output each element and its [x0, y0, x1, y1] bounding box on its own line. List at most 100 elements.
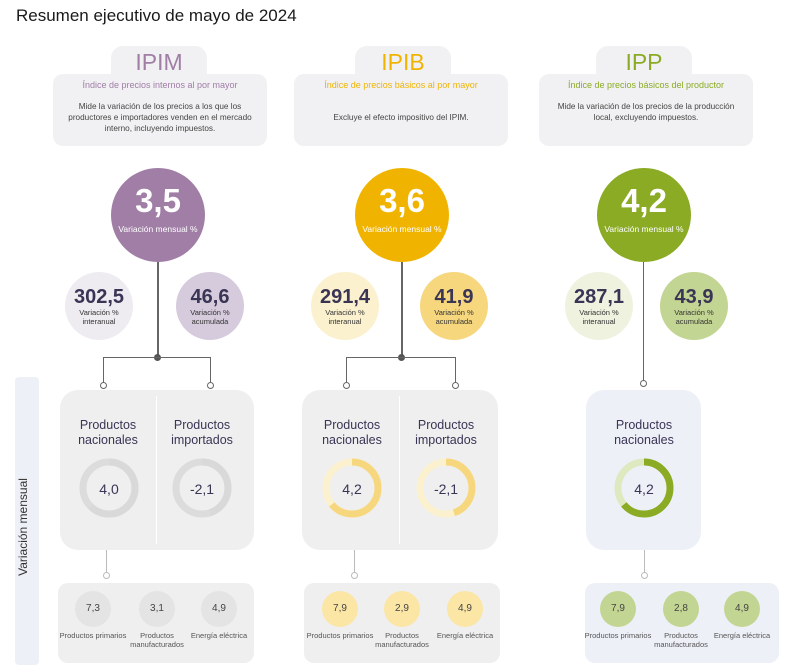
ipp-interanual-value: 287,1 — [573, 286, 625, 308]
ipp-breakdown-circle: 4,9 — [724, 591, 760, 627]
ipim-importados-ring — [172, 458, 232, 518]
ipp-interanual-label: Variación % interanual — [579, 308, 619, 326]
ipp-product-label: Productos nacionales — [614, 418, 674, 447]
ipp-acumulada-value: 43,9 — [674, 286, 714, 308]
ipim-breakdown-label: Productos manufacturados — [130, 631, 184, 649]
ipib-breakdown-label: Energía eléctrica — [436, 631, 494, 640]
ipib-description-box: Índice de precios básicos al por mayor E… — [294, 74, 508, 146]
connector-node — [343, 382, 350, 389]
connector-line — [346, 357, 347, 384]
ipp-acumulada-circle: 43,9 Variación % acumulada — [660, 272, 728, 340]
ipim-column: IPIM Índice de precios internos al por m… — [50, 0, 270, 672]
ipp-interanual-circle: 287,1 Variación % interanual — [565, 272, 633, 340]
connector-line — [157, 262, 159, 357]
ipib-column: IPIB Índice de precios básicos al por ma… — [294, 0, 514, 672]
ipp-breakdown-label: Productos manufacturados — [654, 631, 708, 649]
ipim-importados-value: -2,1 — [189, 481, 215, 497]
ipp-acumulada-label: Variación % acumulada — [674, 308, 714, 326]
ipp-description-box: Índice de precios básicos del productor … — [539, 74, 753, 146]
ipib-acumulada-value: 41,9 — [434, 286, 474, 308]
connector-line — [346, 357, 456, 358]
ipib-monthly-circle: 3,6 Variación mensual % — [355, 168, 449, 262]
ipim-acumulada-value: 46,6 — [190, 286, 230, 308]
connector-line — [401, 262, 403, 357]
ipim-breakdown-circle: 7,3 — [75, 591, 111, 627]
ipim-nacionales-value: 4,0 — [99, 481, 119, 497]
ring-arc — [172, 458, 232, 518]
connector-node — [452, 382, 459, 389]
ipim-interanual-circle: 302,5 Variación % interanual — [65, 272, 133, 340]
card-divider — [156, 396, 157, 544]
ipib-acumulada-circle: 41,9 Variación % acumulada — [420, 272, 488, 340]
ipib-nacionales-value: 4,2 — [342, 481, 362, 497]
card-divider — [399, 396, 400, 544]
ipp-description: Mide la variación de los precios de la p… — [557, 102, 735, 122]
ipim-nacionales-ring — [79, 458, 139, 518]
ipp-code: IPP — [596, 46, 692, 78]
ipib-interanual-value: 291,4 — [319, 286, 371, 308]
ipib-monthly-value: 3,6 — [379, 182, 425, 219]
ipim-monthly-circle: 3,5 Variación mensual % — [111, 168, 205, 262]
ipp-name: Índice de precios básicos del productor — [567, 80, 725, 90]
ipim-description: Mide la variación de los precios a los q… — [68, 102, 252, 133]
ipib-product-label: Productos importados — [415, 418, 477, 447]
ipim-name: Índice de precios internos al por mayor — [82, 80, 238, 90]
ipim-description-box: Índice de precios internos al por mayor … — [53, 74, 267, 146]
ipim-interanual-value: 302,5 — [73, 286, 125, 308]
ring-arc — [79, 458, 139, 518]
ipim-acumulada-label: Variación % acumulada — [190, 308, 230, 326]
ipp-breakdown-label: Productos primarios — [584, 631, 652, 640]
connector-node — [641, 572, 648, 579]
connector-line — [354, 550, 355, 574]
ipib-breakdown-circle: 4,9 — [447, 591, 483, 627]
side-label-bar — [15, 377, 39, 665]
ipib-interanual-circle: 291,4 Variación % interanual — [311, 272, 379, 340]
ipp-nacionales-ring — [614, 458, 674, 518]
connector-line — [210, 357, 211, 384]
ipp-monthly-label: Variación mensual % — [604, 224, 684, 234]
ring-arc — [614, 458, 674, 518]
ipib-description: Excluye el efecto impositivo del IPIM. — [333, 113, 469, 122]
connector-line — [455, 357, 456, 384]
ipim-interanual-label: Variación % interanual — [79, 308, 119, 326]
ipim-breakdown-label: Energía eléctrica — [190, 631, 248, 640]
side-label: Variación mensual — [16, 478, 30, 576]
ipp-column: IPP Índice de precios básicos del produc… — [537, 0, 779, 672]
connector-node — [100, 382, 107, 389]
ipib-product-label: Productos nacionales — [322, 418, 382, 447]
ipim-monthly-label: Variación mensual % — [118, 224, 198, 234]
ipib-breakdown-label: Productos primarios — [306, 631, 374, 640]
ipim-product-label: Productos importados — [171, 418, 233, 447]
ipim-breakdown-circle: 4,9 — [201, 591, 237, 627]
ipib-monthly-label: Variación mensual % — [362, 224, 442, 234]
connector-line — [106, 550, 107, 574]
ipib-nacionales-ring — [322, 458, 382, 518]
connector-line — [644, 550, 645, 574]
ipib-breakdown-circle: 7,9 — [322, 591, 358, 627]
ipp-breakdown-circle: 7,9 — [600, 591, 636, 627]
ipib-breakdown-circle: 2,9 — [384, 591, 420, 627]
ipim-acumulada-circle: 46,6 Variación % acumulada — [176, 272, 244, 340]
ipim-code: IPIM — [111, 46, 207, 78]
ipim-breakdown-circle: 3,1 — [139, 591, 175, 627]
ipim-breakdown-label: Productos primarios — [59, 631, 127, 640]
ring-arc — [416, 458, 476, 518]
ring-arc — [322, 458, 382, 518]
ipim-product-label: Productos nacionales — [78, 418, 138, 447]
connector-node — [640, 380, 647, 387]
ipib-acumulada-label: Variación % acumulada — [434, 308, 474, 326]
ipib-code: IPIB — [355, 46, 451, 78]
ipp-nacionales-value: 4,2 — [634, 481, 654, 497]
connector-node — [207, 382, 214, 389]
ipib-name: Índice de precios básicos al por mayor — [324, 80, 478, 90]
ipp-monthly-value: 4,2 — [621, 182, 667, 219]
connector-line — [103, 357, 104, 384]
ipib-importados-value: -2,1 — [433, 481, 459, 497]
connector-line — [643, 262, 644, 382]
ipib-interanual-label: Variación % interanual — [325, 308, 365, 326]
ipp-monthly-circle: 4,2 Variación mensual % — [597, 168, 691, 262]
ipp-breakdown-circle: 2,8 — [663, 591, 699, 627]
ipp-breakdown-label: Energía eléctrica — [713, 631, 771, 640]
ipib-breakdown-label: Productos manufacturados — [375, 631, 429, 649]
page-title: Resumen ejecutivo de mayo de 2024 — [16, 6, 297, 25]
